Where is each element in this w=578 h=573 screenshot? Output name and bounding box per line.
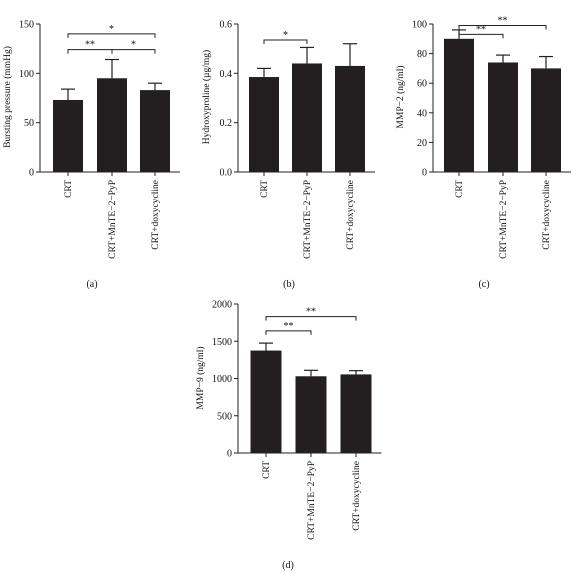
bar <box>488 62 518 173</box>
y-axis-label: MMP−2 (ng/ml) <box>395 65 406 128</box>
panel-label: (d) <box>282 560 294 571</box>
bar <box>97 78 127 172</box>
y-tick-label: 0 <box>227 449 232 460</box>
y-tick-label: 100 <box>412 20 427 31</box>
y-tick-label: 500 <box>217 411 232 422</box>
significance-bracket <box>67 33 156 38</box>
significance-label: ** <box>284 321 294 332</box>
x-tick-label: CRT+MnTE−2−PyP <box>499 180 509 259</box>
panel-label: (c) <box>478 279 489 290</box>
y-tick-label: 0.2 <box>220 118 233 129</box>
significance-bracket <box>111 49 156 54</box>
significance-bracket <box>458 33 504 39</box>
y-axis-label: Hydroxyproline (µg/mg) <box>201 50 212 144</box>
significance-label: * <box>131 40 136 51</box>
y-tick-label: 60 <box>417 79 427 90</box>
x-tick-label: CRT <box>260 180 270 198</box>
y-tick-label: 0.6 <box>220 20 233 31</box>
chart-panel-4: 0 500 1000 1500 2000 MMP−9 (ng/ml) CRT CRT+MnTE… <box>195 300 382 571</box>
y-tick-label: 100 <box>19 69 34 80</box>
bar <box>292 63 322 172</box>
y-tick-label: 2000 <box>212 300 232 311</box>
x-tick-label: CRT+doxycycline <box>352 461 362 531</box>
significance-label: * <box>283 30 288 41</box>
y-tick-label: 0 <box>422 168 427 179</box>
significance-label: ** <box>476 24 486 35</box>
y-tick-label: 1500 <box>212 337 232 348</box>
significance-bracket <box>265 316 357 321</box>
bar <box>340 374 372 453</box>
bar <box>249 77 279 172</box>
y-tick-label: 0.4 <box>220 69 233 80</box>
x-tick-label: CRT+doxycycline <box>151 180 161 250</box>
panel-label: (a) <box>86 279 97 290</box>
bar <box>444 38 474 172</box>
x-tick-label: CRT+doxycycline <box>346 180 356 250</box>
y-tick-label: 0.0 <box>220 168 233 179</box>
chart-panel-3: 0 20 40 60 80 100 MMP−2 (ng/ml) CRT CRT+MnTE−2−P… <box>395 15 571 290</box>
y-tick-label: 50 <box>24 118 34 129</box>
significance-label: * <box>109 24 114 35</box>
y-axis-label: MMP−9 (ng/ml) <box>195 346 206 409</box>
bar <box>295 376 327 453</box>
panel-label: (b) <box>283 279 295 290</box>
y-axis-label: Bursting pressure (mmHg) <box>2 46 13 148</box>
chart-panel-2: 0.0 0.2 0.4 0.6 Hydroxyproline (µg/mg) CRT CRT… <box>201 20 375 290</box>
y-tick-label: 1000 <box>212 374 232 385</box>
bar <box>531 68 561 172</box>
x-tick-label: CRT <box>64 180 74 198</box>
y-tick-label: 40 <box>417 108 427 119</box>
significance-label: ** <box>306 307 316 318</box>
x-tick-label: CRT+doxycycline <box>542 180 552 250</box>
significance-bracket <box>265 330 312 335</box>
y-tick-label: 150 <box>19 20 34 31</box>
significance-label: ** <box>85 40 95 51</box>
chart-panel-1: 0 50 100 150 Bursting pressure (mmHg) CRT CRT+… <box>2 20 180 290</box>
bar <box>250 350 282 453</box>
y-tick-label: 80 <box>417 49 427 60</box>
y-tick-label: 0 <box>29 168 34 179</box>
significance-bracket <box>458 24 547 30</box>
bar <box>53 99 83 172</box>
x-tick-label: CRT+MnTE−2−PyP <box>108 180 118 259</box>
x-tick-label: CRT+MnTE−2−PyP <box>307 461 317 540</box>
bar <box>140 90 170 172</box>
x-tick-label: CRT+MnTE−2−PyP <box>303 180 313 259</box>
x-tick-label: CRT <box>455 180 465 198</box>
x-tick-label: CRT <box>262 461 272 479</box>
significance-label: ** <box>498 15 508 26</box>
y-tick-label: 20 <box>417 138 427 149</box>
significance-bracket <box>263 39 308 45</box>
bar <box>335 65 365 172</box>
